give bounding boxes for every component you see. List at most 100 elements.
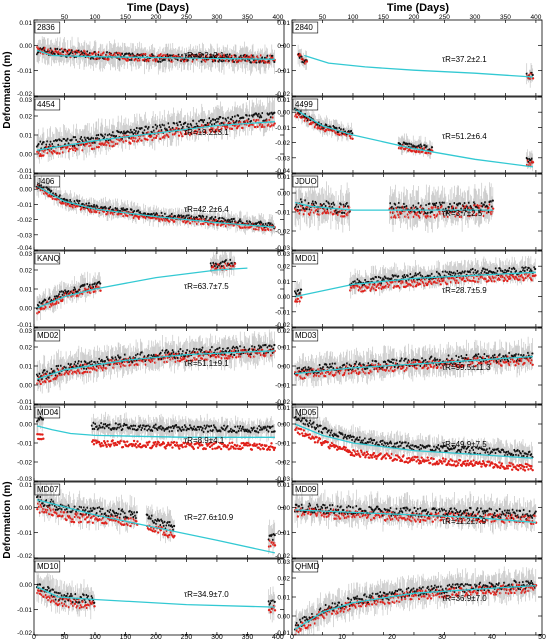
data-point-black xyxy=(92,137,95,140)
data-point-black xyxy=(180,214,183,217)
data-point-black xyxy=(106,134,110,137)
data-point-black xyxy=(170,212,174,215)
data-point-red xyxy=(95,210,98,214)
y-tick-label: -0.01 xyxy=(17,322,32,329)
data-point-black xyxy=(249,221,252,224)
data-point-black xyxy=(177,53,180,56)
y-tick-label: 0.00 xyxy=(19,152,32,159)
y-tick-label: 0.01 xyxy=(19,287,32,294)
data-point-black xyxy=(251,54,255,57)
data-point-black xyxy=(406,142,410,145)
data-point-black xyxy=(403,273,406,277)
data-point-red xyxy=(487,279,490,282)
data-point-black xyxy=(90,360,93,363)
data-point-black xyxy=(273,111,276,114)
data-point-black xyxy=(95,134,98,137)
data-point-black xyxy=(394,274,398,277)
y-tick-label: 0.01 xyxy=(277,97,290,104)
data-point-black xyxy=(394,203,397,206)
data-point-black xyxy=(173,122,176,125)
data-point-black xyxy=(176,124,180,127)
data-point-black xyxy=(85,367,88,370)
data-point-black xyxy=(53,369,56,372)
data-point-red xyxy=(99,289,102,292)
data-point-black xyxy=(38,184,41,187)
data-point-black xyxy=(53,52,57,56)
data-point-black xyxy=(51,142,54,146)
data-point-black xyxy=(73,144,76,147)
data-point-black xyxy=(73,200,76,203)
data-point-black xyxy=(128,131,132,134)
panel-2840: -0.02 -0.01 0.00 0.01 2840 τR=37.2±2.1 xyxy=(275,19,543,98)
station-label: 2836 xyxy=(37,23,55,32)
data-point-black xyxy=(178,215,181,218)
data-point-red xyxy=(295,115,299,119)
data-point-black xyxy=(425,145,428,148)
data-point-black xyxy=(250,61,253,64)
data-point-black xyxy=(145,125,148,128)
data-point-red xyxy=(296,297,300,301)
data-point-black xyxy=(321,204,324,207)
data-point-black xyxy=(152,129,156,132)
data-point-black xyxy=(195,53,198,56)
data-point-black xyxy=(83,136,86,139)
data-point-black xyxy=(439,274,442,277)
data-point-black xyxy=(474,269,477,272)
data-point-black xyxy=(212,118,215,121)
data-point-black xyxy=(402,202,406,205)
data-point-black xyxy=(299,288,303,291)
panel-frame xyxy=(33,250,285,328)
data-point-black xyxy=(416,207,419,210)
data-point-black xyxy=(456,204,459,207)
data-point-black xyxy=(168,59,171,62)
data-point-black xyxy=(256,221,259,225)
data-point-black xyxy=(163,58,167,61)
data-point-black xyxy=(268,221,271,225)
data-point-black xyxy=(316,210,320,213)
data-point-black xyxy=(93,141,97,144)
data-point-black xyxy=(37,143,40,146)
data-point-black xyxy=(229,221,232,224)
data-point-black xyxy=(209,262,212,265)
data-point-red xyxy=(209,130,212,133)
data-point-black xyxy=(90,136,93,139)
data-point-black xyxy=(263,56,267,59)
y-tick-label: -0.01 xyxy=(275,210,290,217)
data-point-black xyxy=(226,53,229,56)
data-point-black xyxy=(129,128,133,131)
data-point-black xyxy=(300,200,303,204)
data-point-black xyxy=(152,125,155,129)
data-point-black xyxy=(179,120,182,124)
data-point-black xyxy=(111,131,115,134)
data-point-black xyxy=(78,199,81,203)
data-point-black xyxy=(530,269,533,273)
data-point-black xyxy=(507,269,510,272)
data-point-black xyxy=(182,214,185,218)
data-point-black xyxy=(53,295,57,298)
data-point-black xyxy=(261,111,264,115)
data-point-black xyxy=(181,125,185,129)
data-point-black xyxy=(353,280,357,283)
data-point-black xyxy=(50,189,53,192)
data-point-black xyxy=(511,267,514,270)
data-point-red xyxy=(269,125,272,128)
data-point-black xyxy=(181,54,184,57)
data-point-black xyxy=(238,219,241,223)
y-tick-label: -0.02 xyxy=(17,91,32,98)
data-point-black xyxy=(255,61,258,64)
data-point-black xyxy=(214,216,217,219)
data-point-black xyxy=(221,216,224,220)
data-point-black xyxy=(417,272,420,276)
y-tick-label: -0.01 xyxy=(275,125,290,132)
data-point-black xyxy=(303,115,306,118)
data-point-black xyxy=(55,365,58,368)
data-point-black xyxy=(195,122,198,125)
data-point-black xyxy=(444,207,448,210)
data-point-black xyxy=(161,123,164,126)
data-point-black xyxy=(82,363,85,367)
data-point-black xyxy=(431,210,434,213)
data-point-black xyxy=(219,261,223,264)
data-point-black xyxy=(452,271,456,274)
